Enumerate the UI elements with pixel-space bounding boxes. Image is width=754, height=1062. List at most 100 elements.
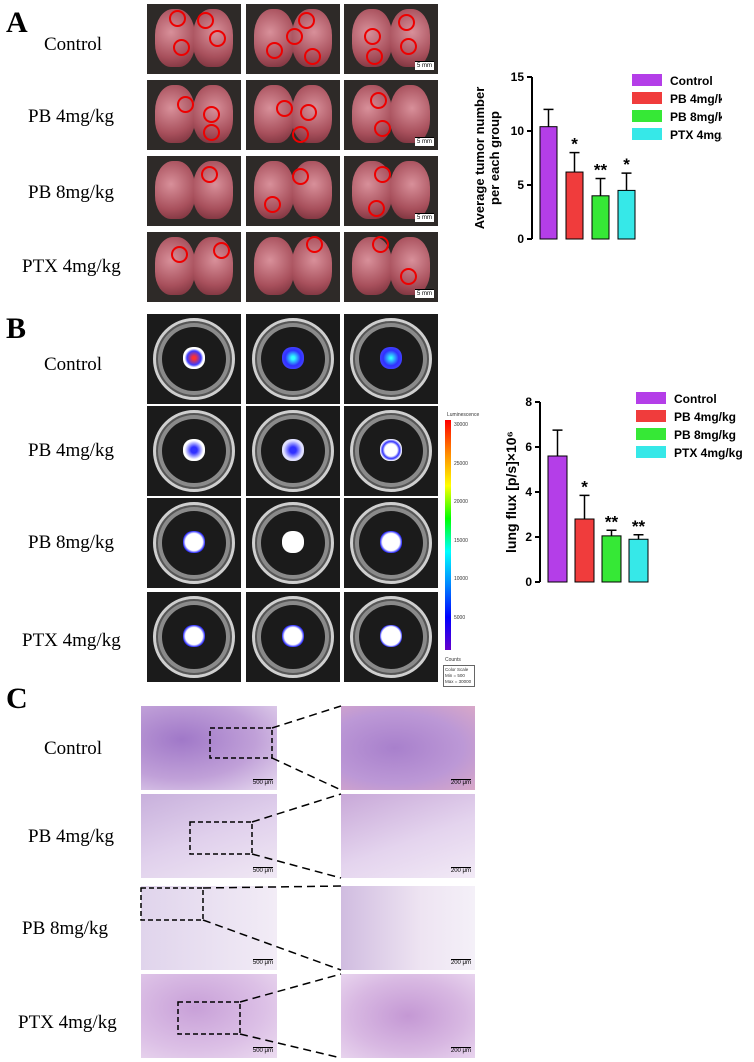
y-axis-label: lung flux [p/s]×10⁶	[503, 431, 519, 553]
petri-dish	[153, 318, 235, 400]
lung-photo: 5 mm	[344, 156, 438, 226]
zoom-region-box	[209, 727, 273, 759]
zoom-connector-line	[251, 793, 342, 823]
y-tick-label: 5	[517, 178, 524, 192]
bar	[591, 195, 610, 240]
panel-letter-a: A	[6, 6, 28, 39]
bar	[565, 171, 584, 240]
lung-tissue	[155, 85, 195, 143]
tumor-marker-circle	[374, 166, 391, 183]
histology-low-mag: 500 μm	[141, 886, 277, 970]
petri-dish	[350, 502, 432, 584]
y-tick-label: 0	[525, 575, 532, 589]
bar	[628, 538, 649, 583]
significance-marker: *	[623, 155, 630, 174]
legend-label: PB 8mg/kg	[670, 110, 722, 124]
zoom-connector-line	[239, 1033, 342, 1059]
lung-photo	[246, 80, 340, 150]
zoom-connector-line	[271, 757, 342, 791]
significance-marker: **	[594, 161, 608, 180]
colorbar-gradient	[445, 420, 451, 650]
lung-signal	[282, 531, 304, 553]
significance-marker: **	[605, 512, 619, 531]
tumor-marker-circle	[209, 30, 226, 47]
y-tick-label: 15	[511, 70, 525, 84]
panel-letter-b: B	[6, 312, 27, 345]
scale-bar-label: 5 mm	[415, 61, 434, 70]
bioluminescence-image	[246, 406, 340, 496]
tumor-marker-circle	[276, 100, 293, 117]
tumor-marker-circle	[400, 268, 417, 285]
colorbar-scale-box: Color Scale Min = 500 Max = 30000	[443, 665, 475, 687]
scale-bar-label: 5 mm	[415, 213, 434, 222]
petri-dish	[153, 596, 235, 678]
row-label-a-control: Control	[44, 34, 103, 55]
bioluminescence-image	[147, 592, 241, 682]
petri-dish	[252, 596, 334, 678]
tumor-marker-circle	[306, 236, 323, 253]
y-axis-label-line: Average tumor number	[472, 87, 487, 230]
histology-scale-bar: 500 μm	[252, 867, 273, 874]
lung-signal	[183, 439, 205, 461]
petri-dish	[350, 410, 432, 492]
scale-bar-label: 5 mm	[415, 137, 434, 146]
lung-tissue	[390, 237, 430, 295]
lung-photo	[147, 232, 241, 302]
y-axis-label: Average tumor numberper each group	[472, 87, 502, 230]
row-label-a-pb8: PB 8mg/kg	[28, 182, 115, 203]
tumor-marker-circle	[398, 14, 415, 31]
petri-dish	[153, 502, 235, 584]
histology-low-mag: 500 μm	[141, 706, 277, 790]
panel-letter-c: C	[6, 682, 28, 715]
tumor-marker-circle	[286, 28, 303, 45]
histology-scale-bar: 200 μm	[450, 1047, 471, 1054]
tumor-marker-circle	[201, 166, 218, 183]
lung-photo	[246, 232, 340, 302]
petri-dish	[252, 318, 334, 400]
colorbar-scale-line-2: Min = 500	[445, 673, 465, 678]
scale-bar-label: 5 mm	[415, 289, 434, 298]
bioluminescence-image	[344, 592, 438, 682]
lung-signal	[183, 531, 205, 553]
histology-high-mag: 200 μm	[341, 706, 475, 790]
histology-scale-bar: 500 μm	[252, 779, 273, 786]
bioluminescence-image	[246, 314, 340, 404]
bar	[601, 535, 622, 583]
colorbar-tick-label: 5000	[454, 614, 466, 621]
lung-photo	[246, 156, 340, 226]
row-label-b-pb8: PB 8mg/kg	[28, 532, 115, 553]
tumor-marker-circle	[203, 106, 220, 123]
petri-dish	[350, 596, 432, 678]
lung-signal	[282, 439, 304, 461]
bioluminescence-image	[147, 314, 241, 404]
histology-scale-bar: 200 μm	[450, 867, 471, 874]
tumor-marker-circle	[292, 168, 309, 185]
lung-signal	[380, 531, 402, 553]
legend-swatch	[636, 428, 666, 440]
legend-label: PTX 4mg/kg	[674, 446, 743, 460]
bar	[574, 518, 595, 583]
zoom-region-box	[177, 1001, 241, 1035]
tumor-marker-circle	[364, 28, 381, 45]
lung-photo	[147, 156, 241, 226]
bioluminescence-image	[246, 498, 340, 588]
y-axis-label-line: per each group	[487, 111, 502, 205]
colorbar-tick-label: 15000	[454, 537, 468, 544]
legend-swatch	[636, 392, 666, 404]
tumor-marker-circle	[264, 196, 281, 213]
lung-signal	[380, 625, 402, 647]
colorbar-title: Luminescence	[447, 412, 480, 418]
lung-signal	[183, 347, 205, 369]
lung-tissue	[254, 237, 294, 295]
bar	[547, 455, 568, 583]
lung-signal	[183, 625, 205, 647]
colorbar-unit: Counts	[445, 657, 461, 663]
tumor-marker-circle	[298, 12, 315, 29]
lung-tissue	[390, 161, 430, 219]
tumor-marker-circle	[169, 10, 186, 27]
zoom-connector-line	[271, 705, 342, 729]
row-label-a-pb4: PB 4mg/kg	[28, 106, 115, 127]
histology-scale-bar: 500 μm	[252, 1047, 273, 1054]
tumor-marker-circle	[173, 39, 190, 56]
